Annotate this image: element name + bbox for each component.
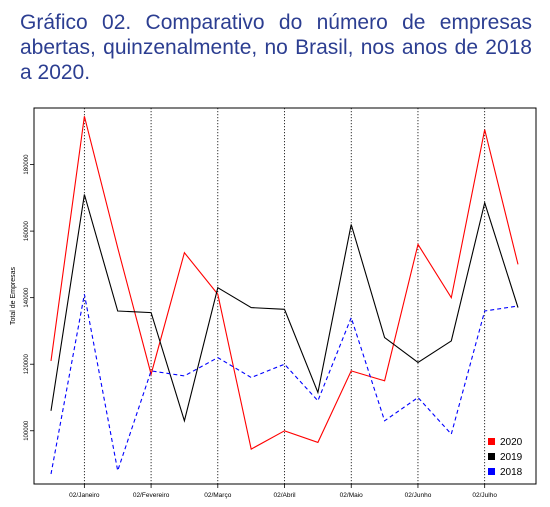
legend-swatch-2018 [488,468,495,475]
y-axis-label: Total de Empresas [10,267,17,325]
y-tick-label: 100000 [24,420,30,441]
legend-label-2018: 2018 [500,467,523,478]
y-tick-label: 160000 [24,220,30,241]
y-tick-label: 180000 [24,154,30,175]
x-tick-label: 02/Janeiro [69,492,100,499]
series-line-2020 [50,116,519,450]
legend-label-2020: 2020 [500,437,523,448]
x-tick-label: 02/Março [204,492,231,499]
plot-frame [33,107,537,485]
x-tick-label: 02/Abril [273,492,296,499]
y-tick-label: 140000 [24,287,30,308]
chart-title: Gráfico 02. Comparativo do número de emp… [20,11,532,84]
legend-swatch-2019 [488,453,495,460]
legend-label-2019: 2019 [500,452,523,463]
x-tick-label: 02/Junho [405,492,432,499]
series-line-2019 [50,194,519,423]
legend-swatch-2020 [488,438,495,445]
x-tick-label: 02/Maio [340,492,364,499]
x-tick-label: 02/Fevereiro [133,492,170,499]
x-tick-label: 02/Julho [472,492,497,499]
y-tick-label: 120000 [24,354,30,375]
